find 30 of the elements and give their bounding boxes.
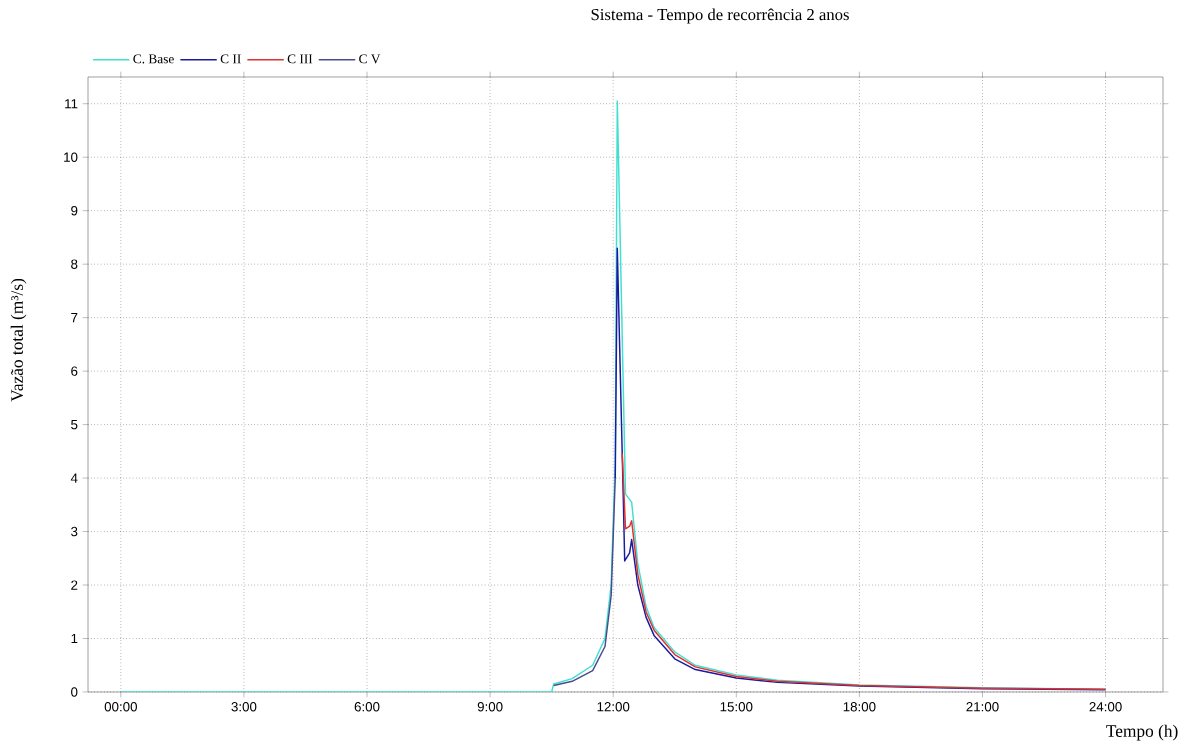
y-tick-label: 2 [71, 580, 78, 590]
x-tick-label: 24:00 [1089, 702, 1122, 712]
x-tick-label: 12:00 [597, 702, 630, 712]
y-tick-label: 7 [71, 313, 78, 323]
legend-label: C III [287, 54, 313, 64]
legend-label: C II [220, 54, 241, 64]
y-tick-label: 1 [71, 633, 78, 644]
x-tick-label: 18:00 [843, 702, 876, 712]
chart-title: Sistema - Tempo de recorrência 2 anos [591, 8, 849, 24]
y-tick-label: 0 [71, 687, 78, 697]
y-tick-label: 5 [71, 419, 78, 430]
line-series [621, 452, 1107, 691]
y-tick-label: 11 [65, 99, 78, 109]
y-tick-label: 8 [71, 259, 78, 269]
x-tick-label: 00:00 [104, 702, 137, 712]
y-tick-label: 9 [71, 205, 78, 216]
legend-label: C. Base [133, 54, 174, 64]
y-tick-label: 4 [70, 473, 78, 483]
x-tick-label: 15:00 [720, 702, 753, 712]
y-axis-title: Vazão total (m³/s) [10, 278, 27, 402]
y-tick-label: 3 [71, 526, 78, 537]
x-tick-label: 6:00 [354, 702, 380, 712]
y-tick-label: 6 [71, 366, 78, 376]
x-tick-label: 3:00 [231, 702, 257, 712]
y-tick-label: 10 [64, 152, 78, 162]
line-series [552, 477, 616, 687]
x-tick-label: 9:00 [477, 702, 503, 712]
legend-label: C V [359, 54, 381, 64]
x-axis-title: Tempo (h) [1106, 724, 1178, 741]
x-tick-label: 21:00 [966, 702, 999, 712]
